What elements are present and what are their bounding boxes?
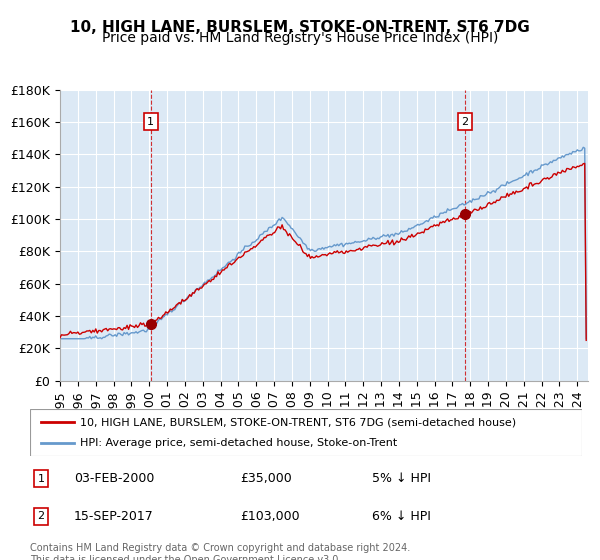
Text: 15-SEP-2017: 15-SEP-2017 [74, 510, 154, 523]
Text: £35,000: £35,000 [240, 472, 292, 485]
FancyBboxPatch shape [30, 409, 582, 456]
Text: 6% ↓ HPI: 6% ↓ HPI [372, 510, 431, 523]
Text: HPI: Average price, semi-detached house, Stoke-on-Trent: HPI: Average price, semi-detached house,… [80, 438, 397, 448]
Text: 03-FEB-2000: 03-FEB-2000 [74, 472, 155, 485]
Text: Price paid vs. HM Land Registry's House Price Index (HPI): Price paid vs. HM Land Registry's House … [102, 31, 498, 45]
Text: 2: 2 [37, 511, 44, 521]
Text: 5% ↓ HPI: 5% ↓ HPI [372, 472, 431, 485]
Text: 10, HIGH LANE, BURSLEM, STOKE-ON-TRENT, ST6 7DG (semi-detached house): 10, HIGH LANE, BURSLEM, STOKE-ON-TRENT, … [80, 417, 516, 427]
Text: 1: 1 [147, 116, 154, 127]
Text: 10, HIGH LANE, BURSLEM, STOKE-ON-TRENT, ST6 7DG: 10, HIGH LANE, BURSLEM, STOKE-ON-TRENT, … [70, 20, 530, 35]
Text: £103,000: £103,000 [240, 510, 299, 523]
Text: Contains HM Land Registry data © Crown copyright and database right 2024.
This d: Contains HM Land Registry data © Crown c… [30, 543, 410, 560]
Text: 1: 1 [38, 474, 44, 484]
Text: 2: 2 [461, 116, 469, 127]
